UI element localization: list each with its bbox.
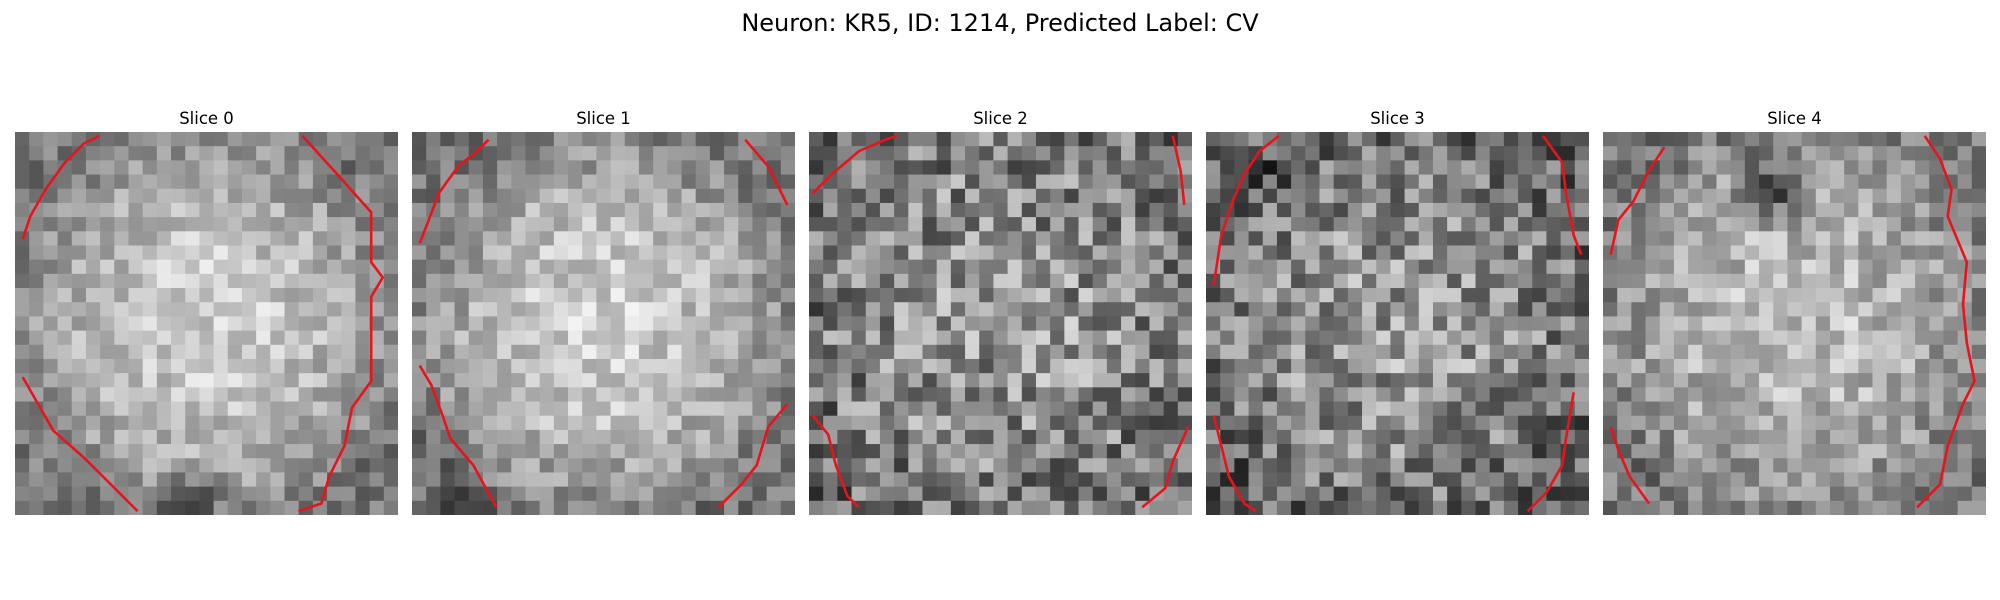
contour-line-1-3 xyxy=(717,403,789,509)
contour-line-1-1 xyxy=(744,138,789,206)
slice-title-2: Slice 2 xyxy=(973,109,1028,128)
contour-line-4-2 xyxy=(1609,426,1651,505)
slice-title-4: Slice 4 xyxy=(1767,109,1822,128)
slice-panel-1: Slice 1 xyxy=(412,108,795,515)
contour-line-1-2 xyxy=(418,364,498,508)
slice-title-1: Slice 1 xyxy=(576,109,631,128)
slice-title-3: Slice 3 xyxy=(1370,109,1425,128)
contour-line-0-0 xyxy=(21,134,100,240)
contour-line-4-0 xyxy=(1609,146,1666,255)
contour-line-0-1 xyxy=(297,134,385,513)
contour-line-3-1 xyxy=(1541,135,1583,256)
slice-panel-3: Slice 3 xyxy=(1206,108,1589,515)
contour-line-0-2 xyxy=(21,376,139,513)
slice-panel-0: Slice 0 xyxy=(15,108,398,515)
contour-line-2-2 xyxy=(811,414,860,509)
contour-line-2-1 xyxy=(1171,135,1186,205)
slice-title-0: Slice 0 xyxy=(179,109,234,128)
contour-line-4-1 xyxy=(1916,135,1976,509)
slice-panel-4: Slice 4 xyxy=(1603,108,1986,515)
contour-line-3-0 xyxy=(1212,134,1280,286)
contour-line-2-0 xyxy=(811,134,898,195)
figure-title: Neuron: KR5, ID: 1214, Predicted Label: … xyxy=(741,9,1259,37)
slice-image-0 xyxy=(15,132,398,515)
slice-image-4 xyxy=(1603,132,1986,515)
contour-line-1-0 xyxy=(418,138,490,244)
slice-image-1 xyxy=(412,132,795,515)
contour-line-3-3 xyxy=(1526,392,1575,513)
contour-line-2-3 xyxy=(1141,426,1190,509)
contour-line-3-2 xyxy=(1212,415,1257,513)
slice-panel-2: Slice 2 xyxy=(809,108,1192,515)
slice-image-2 xyxy=(809,132,1192,515)
slice-image-3 xyxy=(1206,132,1589,515)
